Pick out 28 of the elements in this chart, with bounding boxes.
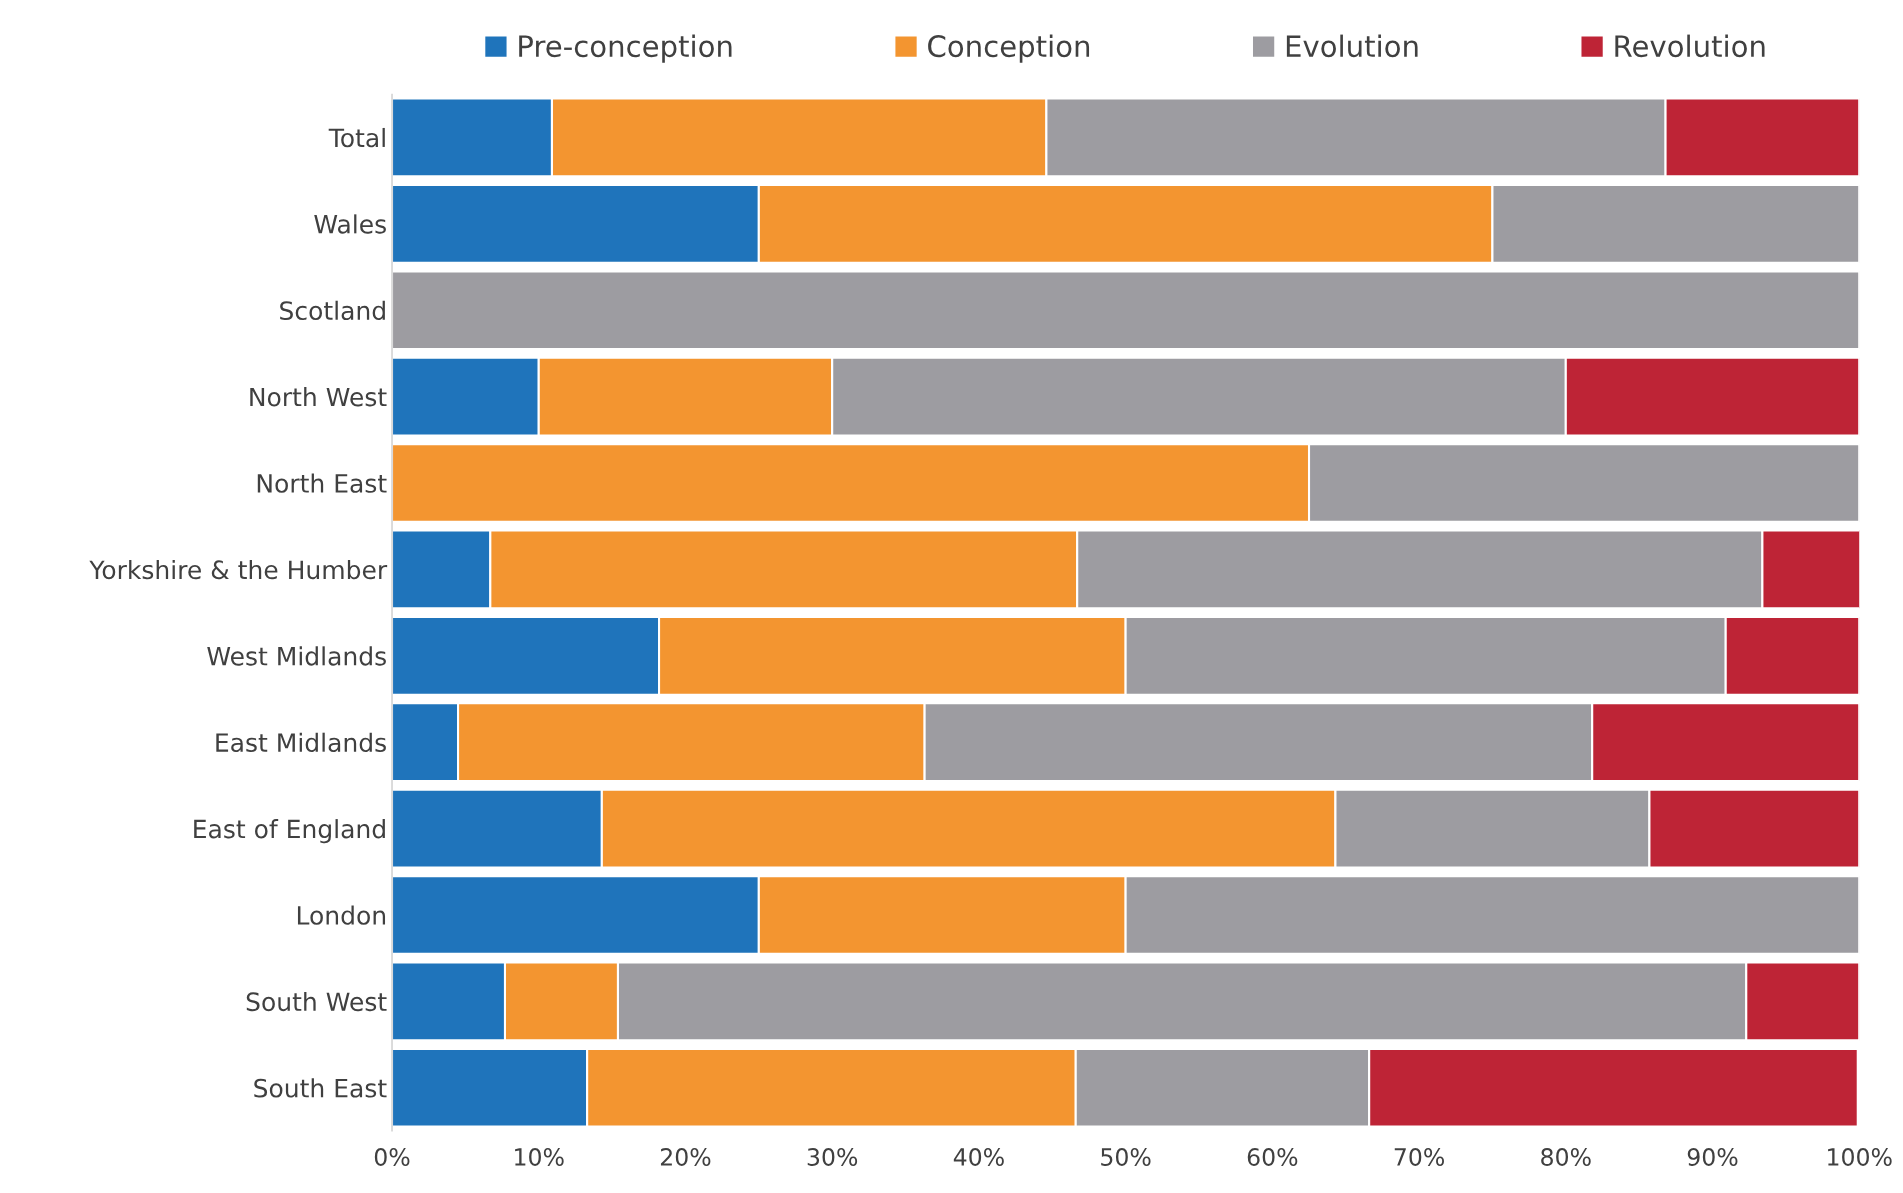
legend-label: Pre-conception: [519, 34, 732, 63]
x-tick-label: 10%: [515, 1148, 564, 1166]
y-tick-label: Total: [328, 127, 385, 148]
y-tick-label: South East: [254, 1078, 387, 1098]
y-tick-label: London: [297, 905, 386, 925]
x-tick-label: 90%: [1687, 1148, 1738, 1166]
y-tick-label: Wales: [314, 214, 386, 234]
x-tick-label: 40%: [953, 1148, 1004, 1166]
x-tick-label: 80%: [1541, 1148, 1591, 1166]
legend-label: Evolution: [1286, 34, 1418, 58]
y-tick-label: West Midlands: [207, 646, 386, 666]
x-tick-label: 70%: [1394, 1148, 1444, 1166]
y-tick-label: Scotland: [280, 300, 385, 321]
x-tick-label: 100%: [1828, 1148, 1892, 1166]
y-tick-label: South West: [246, 991, 387, 1012]
y-tick-label: East Midlands: [216, 732, 386, 753]
y-tick-label: Yorkshire & the Humber: [89, 559, 388, 580]
y-tick-label: North East: [257, 473, 387, 493]
legend-label: Conception: [928, 34, 1090, 63]
legend-label: Revolution: [1615, 34, 1765, 58]
y-tick-label: East of England: [194, 819, 385, 844]
x-tick-label: 60%: [1247, 1148, 1298, 1166]
bar: [392, 270, 1860, 351]
x-tick-label: 30%: [807, 1148, 858, 1166]
y-tick-label: North West: [250, 387, 387, 407]
x-tick-label: 20%: [660, 1148, 711, 1166]
x-tick-label: 0%: [374, 1148, 410, 1166]
x-tick-label: 50%: [1101, 1148, 1151, 1166]
